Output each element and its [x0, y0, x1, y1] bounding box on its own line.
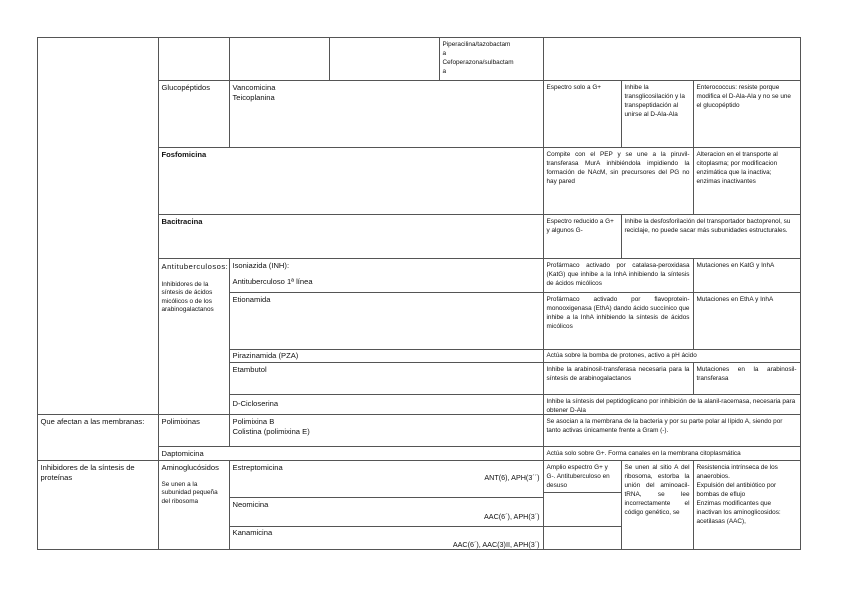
cell-empty: [157, 36, 230, 81]
resistance-glucopeptidos: Enterococcus: resiste porque modifica el…: [692, 79, 801, 148]
drug-combination-cell: Piperacilina/tazobactam a Cefoperazona/s…: [438, 36, 544, 81]
kanamicina-name: Kanamicina: [232, 527, 273, 537]
group-antituberculosos-note: Inhibidores de la síntesis de ácidos mic…: [161, 280, 214, 314]
isoniazida-note: Antituberculoso 1ª línea: [232, 276, 313, 286]
group-aminoglucosidos-label: Aminoglucósidos: [161, 462, 219, 472]
drug-etambutol: Etambutol: [228, 361, 544, 395]
cell-empty: [542, 525, 622, 550]
mechanism-glucopeptidos: Inhibe la transglicosilación y la transp…: [620, 79, 694, 148]
drug-bacitracina: Bacitracina: [157, 213, 544, 259]
group-polimixinas: Polimixinas: [157, 413, 230, 447]
resistance-fosfomicina: Alteracion en el transporte al citoplasm…: [692, 146, 801, 215]
mechanism-cicloserina: Inhibe la síntesis del peptidoglicano po…: [542, 393, 801, 415]
category-proteinas: Inhibidores de la síntesis de proteínas: [36, 459, 159, 550]
group-glucopeptidos: Glucopéptidos: [157, 79, 230, 148]
category-membranas: Que afectan a las membranas:: [36, 413, 159, 461]
group-aminoglucosidos-note: Se unen a la subunidad pequeña del ribos…: [161, 480, 218, 505]
mechanism-polimixinas: Se asocian a la membrana de la bacteria …: [542, 413, 801, 447]
drug-fosfomicina: Fosfomicina: [157, 146, 544, 215]
drug-neomicina: Neomicina AAC(6´), APH(3´): [228, 496, 544, 527]
isoniazida-name: Isoniazida (INH):: [232, 260, 290, 270]
mechanism-bacitracina: Inhibe la desfosforilación del transport…: [620, 213, 801, 259]
spectrum-glucopeptidos: Espectro solo a G+: [542, 79, 622, 148]
drug-pirazinamida: Pirazinamida (PZA): [228, 348, 544, 363]
mechanism-aminoglucosidos: Se unen al sitio A del ribosoma, estorba…: [620, 459, 694, 550]
group-antituberculosos-label: Antituberculosos:: [161, 261, 229, 271]
neomicina-enzymes: AAC(6´), APH(3´): [483, 511, 540, 521]
cell-empty: [228, 36, 330, 81]
mechanism-etambutol: Inhibe la arabinosil-transferasa necesar…: [542, 361, 694, 395]
neomicina-name: Neomicina: [232, 499, 269, 509]
cell-empty: [328, 36, 440, 81]
drugs-glucopeptidos: Vancomicina Teicoplanina: [228, 79, 544, 148]
drug-cicloserina: D-Cicloserina: [228, 393, 544, 415]
cell-empty: [542, 36, 801, 81]
resistance-etambutol: Mutaciones en la arabinosil-transferasa: [692, 361, 801, 395]
cell-empty: [542, 491, 622, 527]
drug-daptomicina: Daptomicina: [157, 445, 544, 461]
group-aminoglucosidos: Aminoglucósidos Se unen a la subunidad pe…: [157, 459, 230, 550]
spectrum-bacitracina: Espectro reducido a G+ y algunos G-: [542, 213, 622, 259]
drug-estreptomicina: Estreptomicina ANT(6), APH(3´´): [228, 459, 544, 498]
estreptomicina-name: Estreptomicina: [232, 462, 283, 472]
mechanism-etionamida: Profármaco activado por flavoprotein-mon…: [542, 291, 694, 350]
drug-kanamicina: Kanamicina AAC(6´), AAC(3)II, APH(3´): [228, 525, 544, 550]
resistance-isoniazida: Mutaciones en KatG y InhA: [692, 257, 801, 293]
drugs-polimixinas: Polimixina B Colistina (polimixina E): [228, 413, 544, 447]
kanamicina-enzymes: AAC(6´), AAC(3)II, APH(3´): [452, 539, 540, 549]
drug-isoniazida: Isoniazida (INH): Antituberculoso 1ª líne…: [228, 257, 544, 293]
mechanism-pirazinamida: Actúa sobre la bomba de protones, activo…: [542, 348, 801, 363]
group-antituberculosos: Antituberculosos: Inhibidores de la sínte…: [157, 257, 230, 415]
resistance-etionamida: Mutaciones en EthA y InhA: [692, 291, 801, 350]
estreptomicina-enzymes: ANT(6), APH(3´´): [484, 472, 540, 482]
mechanism-isoniazida: Profármaco activado por catalasa-peroxid…: [542, 257, 694, 293]
category-cell-empty: [36, 36, 159, 415]
mechanism-daptomicina: Actúa solo sobre G+. Forma canales en la…: [542, 445, 801, 461]
spectrum-estreptomicina: Amplio espectro G+ y G-. Antituberculoso…: [542, 459, 622, 493]
mechanism-fosfomicina: Compite con el PEP y se une a la piruvil…: [542, 146, 694, 215]
drug-etionamida: Etionamida: [228, 291, 544, 350]
resistance-aminoglucosidos: Resistencia intrínseca de los anaerobios…: [692, 459, 801, 550]
